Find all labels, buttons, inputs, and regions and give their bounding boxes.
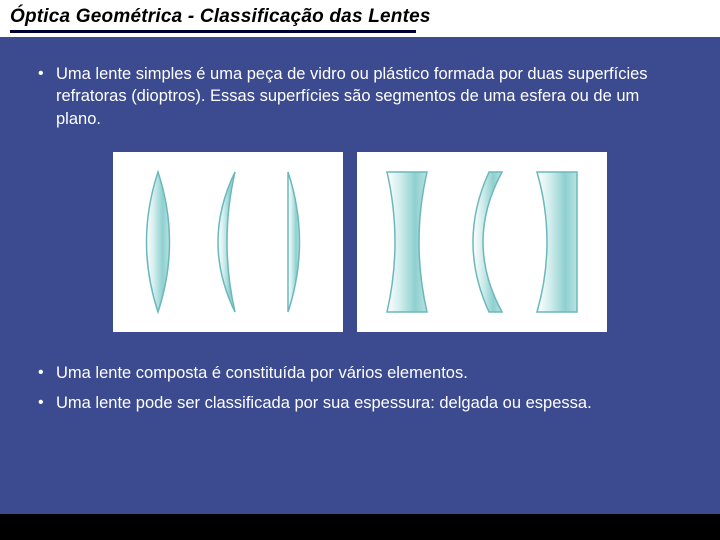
bullet-item: Uma lente composta é constituída por vár…	[38, 362, 688, 384]
slide: Óptica Geométrica - Classificação das Le…	[0, 0, 720, 540]
lens-panel-divergent	[357, 152, 607, 332]
lens-biconcave	[387, 172, 427, 312]
bullets-bottom: Uma lente composta é constituída por vár…	[32, 362, 688, 415]
lens-diagram-row	[32, 152, 688, 332]
convergent-lenses-svg	[123, 162, 333, 322]
bullets-top: Uma lente simples é uma peça de vidro ou…	[32, 63, 688, 130]
slide-content: Uma lente simples é uma peça de vidro ou…	[0, 37, 720, 432]
lens-plano-convex	[288, 172, 300, 312]
bullet-item: Uma lente simples é uma peça de vidro ou…	[38, 63, 688, 130]
bullet-item: Uma lente pode ser classificada por sua …	[38, 392, 688, 414]
title-bar: Óptica Geométrica - Classificação das Le…	[0, 0, 720, 37]
lens-biconvex	[147, 172, 170, 312]
divergent-lenses-svg	[367, 162, 597, 322]
bottom-strip	[0, 514, 720, 540]
lens-panel-convergent	[113, 152, 343, 332]
title-underline	[10, 30, 416, 33]
lens-meniscus-concave	[473, 172, 502, 312]
lens-plano-concave	[537, 172, 577, 312]
lens-meniscus-convex	[218, 172, 235, 312]
slide-title: Óptica Geométrica - Classificação das Le…	[10, 6, 710, 28]
